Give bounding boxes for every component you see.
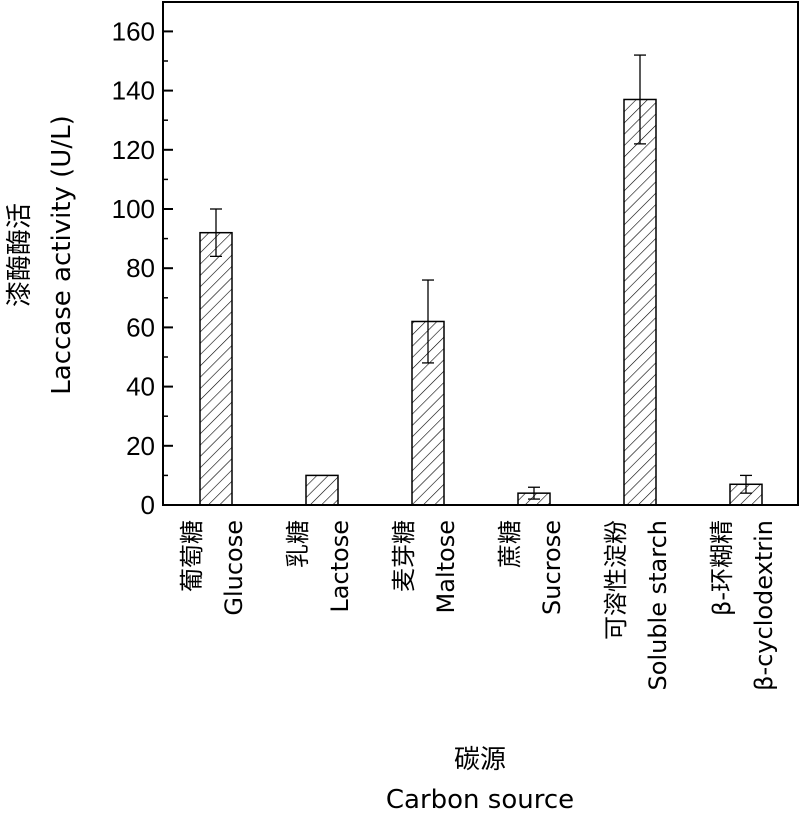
category-label-en: Maltose xyxy=(432,520,460,613)
error-bar xyxy=(740,474,752,494)
y-axis-title-zh: 漆酶酶活 xyxy=(5,203,35,307)
category-label-zh: 可溶性淀粉 xyxy=(602,520,630,640)
x-axis-title-zh: 碳源 xyxy=(454,745,506,775)
category-label-zh: 葡萄糖 xyxy=(178,520,206,592)
category-label-zh: 蔗糖 xyxy=(496,520,524,568)
plot-frame xyxy=(162,1,799,506)
y-tick-label: 40 xyxy=(126,372,155,402)
error-bar xyxy=(634,54,646,145)
y-tick-label: 80 xyxy=(126,253,155,283)
category-label-en: Soluble starch xyxy=(644,520,672,690)
y-tick-label: 20 xyxy=(126,431,155,461)
category-label-en: Lactose xyxy=(326,520,354,613)
y-tick-label: 160 xyxy=(112,16,155,46)
bar-lactose xyxy=(305,474,339,506)
y-tick-label: 60 xyxy=(126,312,155,342)
category-label-en: Sucrose xyxy=(538,520,566,615)
bar-glucose xyxy=(199,231,233,506)
category-label-zh: β-环糊精 xyxy=(708,520,736,616)
error-bar xyxy=(210,208,222,258)
x-axis-title-en: Carbon source xyxy=(386,785,574,815)
bar-soluble-starch xyxy=(623,98,657,506)
category-label-zh: 乳糖 xyxy=(284,520,312,568)
y-tick-label: 120 xyxy=(112,135,155,165)
y-axis-title-en: Laccase activity (U/L) xyxy=(47,115,77,394)
y-tick-label: 140 xyxy=(112,76,155,106)
y-tick-label: 0 xyxy=(141,490,155,520)
error-bar xyxy=(422,279,434,364)
category-label-zh: 麦芽糖 xyxy=(390,520,418,592)
error-bar xyxy=(528,486,540,500)
y-tick-label: 100 xyxy=(112,194,155,224)
category-label-en: Glucose xyxy=(220,520,248,616)
category-label-en: β-cyclodextrin xyxy=(750,520,778,691)
